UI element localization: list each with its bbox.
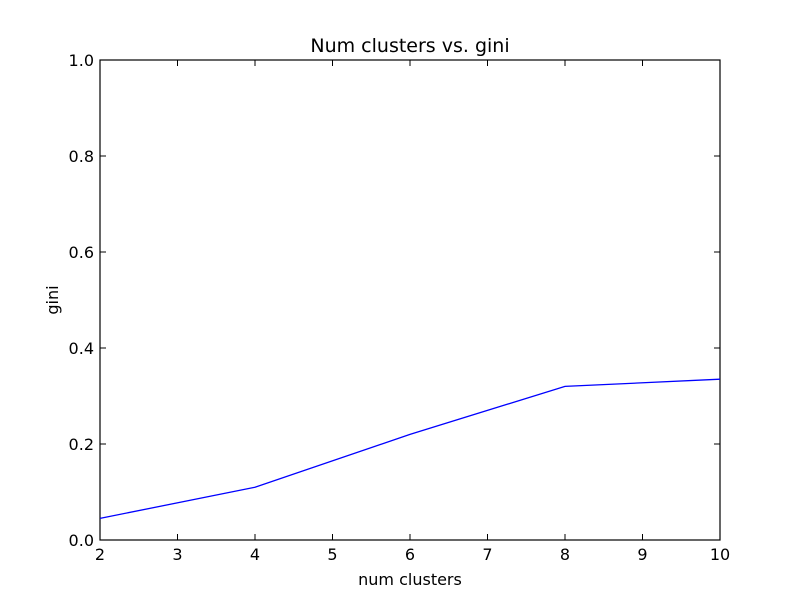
y-axis: 0.0 0.2 0.4 0.6 0.8 1.0 (69, 51, 720, 550)
x-axis-label: num clusters (358, 570, 462, 589)
x-tick-label: 2 (95, 545, 105, 564)
x-tick-label: 6 (405, 545, 415, 564)
x-tick-label: 3 (172, 545, 182, 564)
y-tick-label: 0.4 (69, 339, 94, 358)
y-tick-label: 0.6 (69, 243, 94, 262)
series-line (99, 378, 721, 520)
x-tick-label: 5 (327, 545, 337, 564)
chart-title: Num clusters vs. gini (310, 35, 509, 57)
x-tick-label: 9 (637, 545, 647, 564)
x-tick-label: 10 (710, 545, 730, 564)
x-tick-label: 7 (482, 545, 492, 564)
x-tick-label: 4 (250, 545, 260, 564)
y-tick-label: 1.0 (69, 51, 94, 70)
y-tick-label: 0.8 (69, 147, 94, 166)
y-tick-label: 0.0 (69, 531, 94, 550)
plot-area (99, 59, 721, 541)
x-axis: 2 3 4 5 6 7 8 9 10 (95, 60, 730, 564)
series-group (99, 378, 721, 520)
plot-frame (99, 59, 721, 541)
y-tick-label: 0.2 (69, 435, 94, 454)
y-axis-label: gini (43, 285, 62, 314)
x-tick-label: 8 (560, 545, 570, 564)
